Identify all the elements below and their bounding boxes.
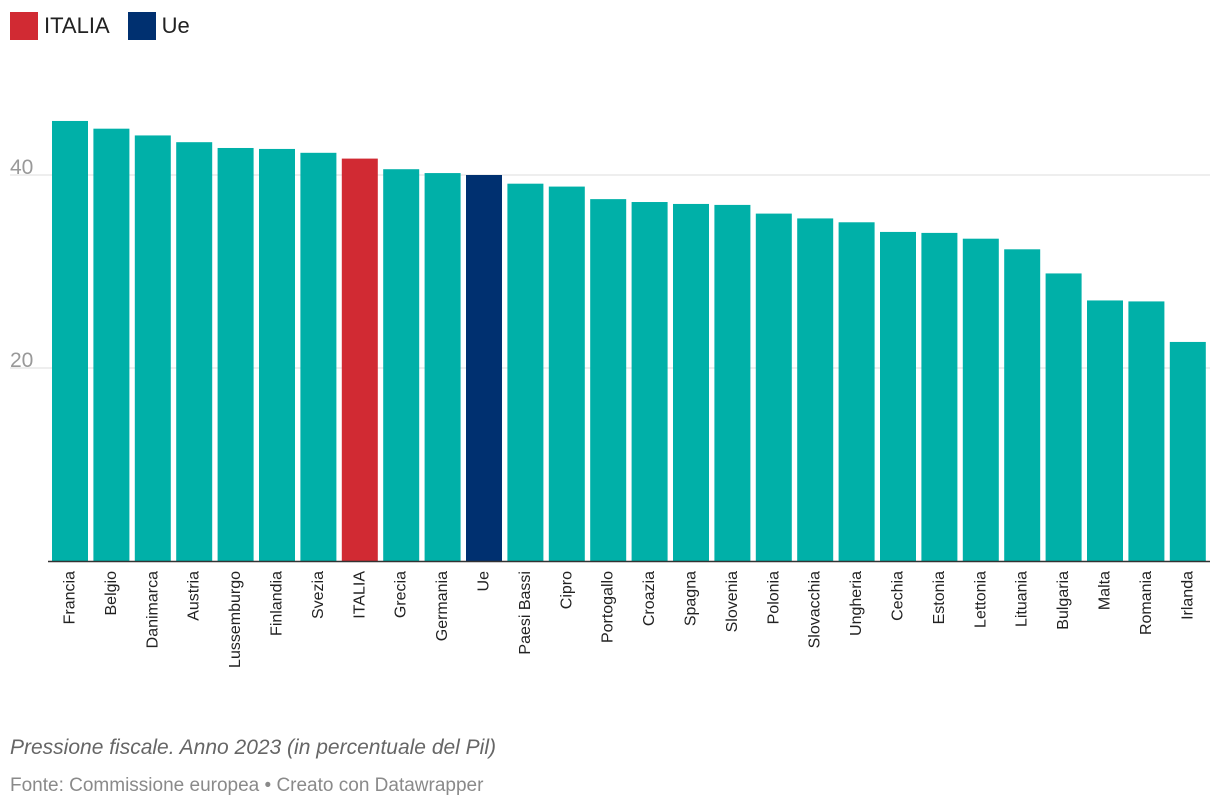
- x-tick-label-grecia: Grecia: [393, 571, 410, 618]
- bar-lettonia: [962, 238, 999, 561]
- x-tick-label-spagna: Spagna: [683, 571, 700, 626]
- bar-ungheria: [838, 222, 875, 561]
- legend-item-italia: ITALIA: [10, 12, 110, 40]
- x-tick-label-lussemburgo: Lussemburgo: [227, 571, 244, 668]
- bar-spagna: [673, 203, 709, 561]
- x-tick-label-slovenia: Slovenia: [724, 571, 741, 632]
- x-tick-label-paesi-bassi: Paesi Bassi: [517, 571, 534, 655]
- x-tick-label-finlandia: Finlandia: [269, 571, 286, 636]
- x-tick-label-croazia: Croazia: [641, 571, 658, 626]
- bar-italia: [341, 158, 378, 561]
- bar-finlandia: [259, 148, 295, 561]
- x-tick-label-malta: Malta: [1097, 571, 1114, 610]
- bar-belgio: [93, 128, 130, 561]
- x-tick-label-ue: Ue: [476, 571, 493, 592]
- bar-cechia: [880, 231, 916, 561]
- bar-danimarca: [134, 135, 171, 561]
- x-tick-label-belgio: Belgio: [103, 571, 120, 616]
- bar-lussemburgo: [217, 147, 254, 562]
- category-label-layer: Francia Belgio Danimarca Austria Lussemburgo…: [62, 571, 1197, 668]
- bar-svezia: [300, 152, 337, 561]
- x-tick-label-portogallo: Portogallo: [600, 571, 617, 643]
- bar-ue: [466, 175, 502, 561]
- bar-slovenia: [714, 204, 751, 562]
- legend-swatch-ue: [127, 12, 156, 40]
- bar-chart: 20 40 Francia Belgio Danimarca Austria Lussem…: [10, 120, 1210, 668]
- bar-bulgaria: [1045, 273, 1082, 561]
- x-tick-label-bulgaria: Bulgaria: [1055, 571, 1072, 630]
- bar-lituania: [1004, 249, 1041, 561]
- x-tick-label-estonia: Estonia: [931, 571, 948, 624]
- bar-croazia: [631, 202, 668, 561]
- chart-source: Fonte: Commissione europea • Creato con …: [10, 775, 484, 796]
- x-tick-label-germania: Germania: [434, 571, 451, 641]
- chart-title: Pressione fiscale. Anno 2023 (in percent…: [10, 736, 497, 759]
- bar-slovacchia: [797, 218, 834, 562]
- y-tick-label-40: 40: [10, 156, 33, 179]
- bar-layer: [52, 120, 1206, 562]
- bar-paesi-bassi: [507, 183, 544, 561]
- x-tick-label-lettonia: Lettonia: [972, 571, 989, 628]
- x-tick-label-italia: ITALIA: [351, 571, 368, 619]
- y-tick-label-20: 20: [10, 349, 33, 372]
- legend-label-ue: Ue: [161, 13, 190, 38]
- bar-malta: [1087, 300, 1123, 561]
- bar-estonia: [921, 232, 958, 561]
- x-tick-label-cipro: Cipro: [558, 571, 575, 609]
- bar-portogallo: [590, 199, 627, 561]
- x-tick-label-slovacchia: Slovacchia: [807, 571, 824, 648]
- x-tick-label-cechia: Cechia: [890, 571, 907, 621]
- bar-polonia: [755, 213, 792, 561]
- x-tick-label-irlanda: Irlanda: [1179, 571, 1196, 620]
- legend-label-italia: ITALIA: [44, 13, 110, 38]
- legend-swatch-italia: [10, 12, 38, 40]
- x-tick-label-austria: Austria: [186, 571, 203, 621]
- bar-francia: [52, 120, 88, 562]
- bar-cipro: [548, 186, 585, 561]
- bar-austria: [176, 142, 213, 561]
- x-tick-label-danimarca: Danimarca: [144, 571, 161, 648]
- bar-grecia: [383, 169, 420, 561]
- legend-item-ue: Ue: [127, 12, 190, 40]
- x-tick-label-ungheria: Ungheria: [848, 571, 865, 636]
- x-tick-label-polonia: Polonia: [765, 571, 782, 624]
- bar-romania: [1128, 301, 1165, 561]
- x-tick-label-svezia: Svezia: [310, 571, 327, 619]
- chart-legend: ITALIA Ue: [10, 12, 190, 40]
- x-tick-label-francia: Francia: [62, 571, 79, 624]
- bar-germania: [424, 173, 461, 561]
- bar-irlanda: [1169, 341, 1206, 561]
- x-tick-label-romania: Romania: [1138, 571, 1155, 635]
- x-tick-label-lituania: Lituania: [1014, 571, 1031, 627]
